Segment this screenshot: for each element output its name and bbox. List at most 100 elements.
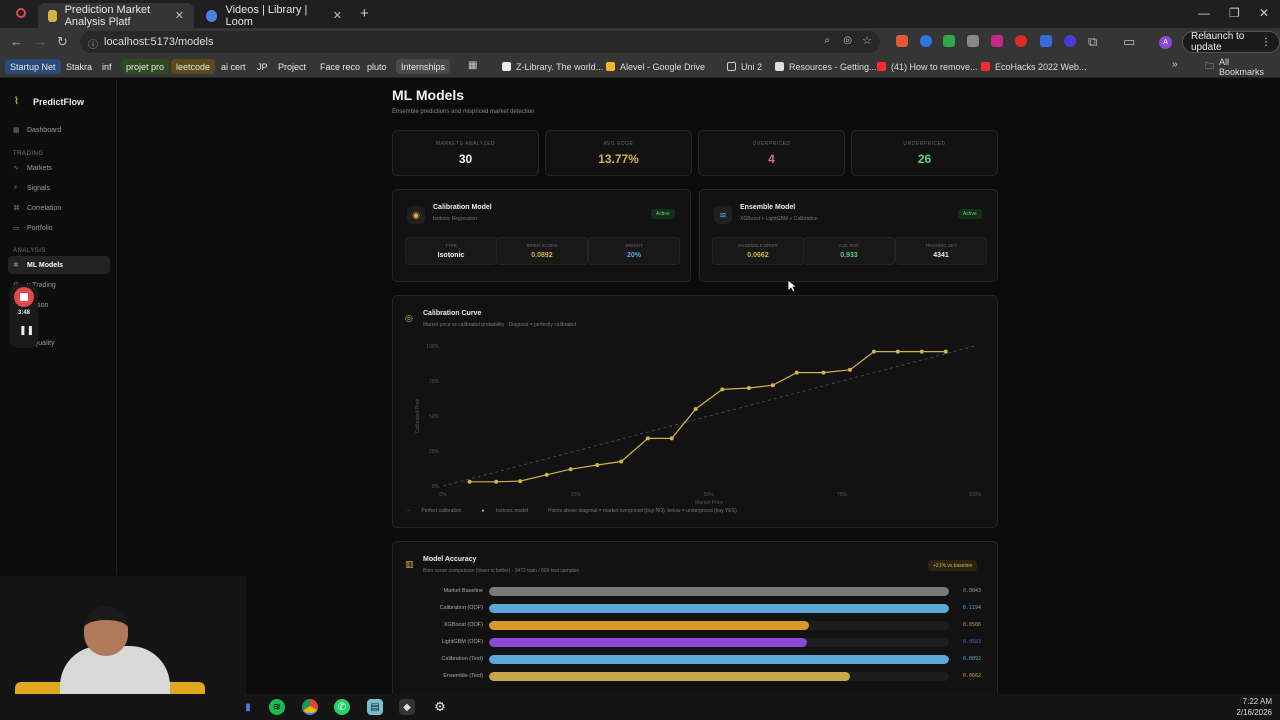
sidebar-item-correlation[interactable]: ⌘ Correlation [8, 199, 110, 217]
bookmark-2[interactable]: inf [97, 59, 117, 74]
address-bar[interactable]: ⓘ localhost:5173/models ⌕ ◎ ☆ [80, 31, 880, 53]
settings-gear-icon[interactable]: ⚙ [434, 699, 446, 714]
chrome-icon[interactable] [302, 699, 318, 715]
bookmark-site-0[interactable]: Z-Library. The world... [497, 59, 608, 74]
profile-avatar[interactable]: A [1159, 36, 1172, 49]
sidebar-item-markets[interactable]: ∿ Markets [8, 159, 110, 177]
bookmark-star-icon[interactable]: ☆ [862, 35, 872, 47]
extension-icon[interactable] [896, 35, 908, 47]
accuracy-bar-fill [489, 604, 949, 613]
bookmark-site-5[interactable]: EcoHacks 2022 Web... [976, 59, 1091, 74]
bookmark-site-3[interactable]: Resources - Getting... [770, 59, 882, 74]
back-icon[interactable]: ← [10, 34, 23, 49]
bookmark-site-4[interactable]: (41) How to remove... [872, 59, 983, 74]
new-tab-icon[interactable]: + [360, 5, 369, 22]
isotonic-model-point [720, 387, 725, 392]
target-icon: ◎ [405, 313, 413, 323]
bookmark-6[interactable]: JP [252, 59, 273, 74]
zoom-icon[interactable]: ⌕ [824, 35, 830, 46]
browser-menu-icon[interactable] [16, 8, 26, 18]
pulse-logo-icon: ⌇ [14, 96, 19, 107]
bookmark-0[interactable]: Startup Net [5, 59, 61, 74]
bookmark-3[interactable]: projet pro [121, 59, 170, 74]
system-clock[interactable]: 7:22 AM 2/16/2026 [1236, 696, 1272, 718]
extension-icon[interactable] [967, 35, 979, 47]
accuracy-bar-track [489, 672, 949, 681]
sidebar-item-dashboard[interactable]: ▦ Dashboard [8, 121, 110, 139]
tab-loom[interactable]: Videos | Library | Loom ✕ [196, 3, 352, 28]
stat-card-avg-edge: Avg Edge 13.77% [545, 130, 692, 176]
bookmarks-bar: ▦ » 🗀 All Bookmarks Startup Net Stakra inf… [0, 56, 1280, 78]
bookmark-1[interactable]: Stakra [61, 59, 97, 74]
extensions-puzzle-icon[interactable]: ⧉ [1088, 34, 1098, 49]
app-icon[interactable]: ◆ [399, 699, 415, 715]
bookmark-label: Project [278, 61, 307, 72]
extension-icon[interactable] [920, 35, 932, 47]
sidebar-item-ml-models[interactable]: ✱ ML Models [8, 256, 110, 274]
accuracy-label: Market Baseline [443, 588, 483, 594]
extension-icon[interactable] [1040, 35, 1052, 47]
tab-prediction-market[interactable]: Prediction Market Analysis Platf ✕ [38, 3, 194, 28]
metric-label: Ensemble Brier [738, 243, 778, 248]
spotify-icon[interactable]: ≋ [269, 699, 285, 715]
bookmark-label: Startup Net [10, 61, 56, 72]
section-analysis: ANALYSIS [13, 248, 46, 254]
extension-icon[interactable] [991, 35, 1003, 47]
apps-grid-icon[interactable]: ▦ [468, 60, 478, 71]
reload-icon[interactable]: ↻ [57, 34, 68, 49]
accuracy-value: 0.1194 [963, 605, 982, 611]
bookmark-label: Uni 2 [741, 61, 763, 72]
relaunch-button[interactable]: Relaunch to update ⋮ [1182, 31, 1280, 53]
restore-icon[interactable]: ❐ [1229, 6, 1240, 20]
clock-time: 7:22 AM [1242, 697, 1272, 706]
y-tick-label: 75% [429, 379, 440, 385]
cast-icon[interactable]: ▭ [1123, 34, 1136, 49]
bookmark-site-2[interactable]: Uni 2 [722, 59, 767, 74]
accuracy-row: LightGBM (OOF) 0.0583 [393, 637, 998, 649]
brand[interactable]: ⌇ PredictFlow [14, 96, 84, 108]
extension-icon[interactable] [1015, 35, 1027, 47]
notes-icon[interactable]: ▤ [367, 699, 383, 715]
minimize-icon[interactable]: — [1198, 6, 1210, 20]
all-bookmarks-folder[interactable]: 🗀 All Bookmarks [1200, 57, 1280, 77]
stop-icon [20, 293, 28, 301]
sidebar-item-signals[interactable]: ⚡ Signals [8, 179, 110, 197]
signal-icon: ⚡ [13, 185, 18, 192]
bookmark-7[interactable]: Project [273, 59, 311, 74]
stat-value: 13.77% [598, 152, 639, 166]
bookmark-4[interactable]: leetcode [171, 59, 216, 74]
eye-off-icon[interactable]: ◎ [843, 35, 852, 46]
close-tab-icon[interactable]: ✕ [332, 10, 342, 22]
bookmark-5[interactable]: ai cert [216, 59, 251, 74]
close-window-icon[interactable]: ✕ [1259, 6, 1270, 20]
extension-icon[interactable] [1064, 35, 1076, 47]
bookmark-9[interactable]: pluto [362, 59, 392, 74]
metric-label: AUC ROC [838, 243, 860, 248]
bookmark-site-1[interactable]: Alevel - Google Drive [601, 59, 710, 74]
stat-value: 26 [917, 152, 932, 166]
app-icon[interactable]: ▮ [245, 701, 251, 713]
accuracy-row: Calibration (OOF) 0.1194 [393, 603, 998, 615]
stop-recording-button[interactable] [14, 287, 34, 307]
extension-icon[interactable] [943, 35, 955, 47]
forward-icon[interactable]: → [34, 34, 47, 49]
sidebar-item-portfolio[interactable]: ▭ Portfolio [8, 219, 110, 237]
isotonic-model-line [469, 351, 946, 483]
stat-value: 4 [768, 152, 775, 166]
bookmarks-overflow-icon[interactable]: » [1172, 59, 1178, 70]
stat-label: Underpriced [903, 141, 946, 147]
bookmark-10[interactable]: Internships [396, 59, 451, 74]
whatsapp-icon[interactable]: ✆ [334, 699, 350, 715]
section-title: Calibration Curve [423, 310, 482, 317]
status-badge: Active [651, 209, 675, 219]
accuracy-label: LightGBM (OOF) [441, 639, 483, 645]
pause-icon[interactable]: ❚❚ [19, 325, 35, 335]
accuracy-value: 0.0662 [963, 673, 982, 679]
close-tab-icon[interactable]: ✕ [174, 10, 184, 22]
site-favicon-icon [606, 62, 615, 71]
bookmark-8[interactable]: Face reco [315, 59, 365, 74]
stat-card-underpriced: Underpriced 26 [851, 130, 998, 176]
legend-model: ● Isotonic model [481, 508, 538, 514]
site-info-icon[interactable]: ⓘ [88, 40, 98, 51]
accuracy-value: 0.0892 [963, 656, 982, 662]
